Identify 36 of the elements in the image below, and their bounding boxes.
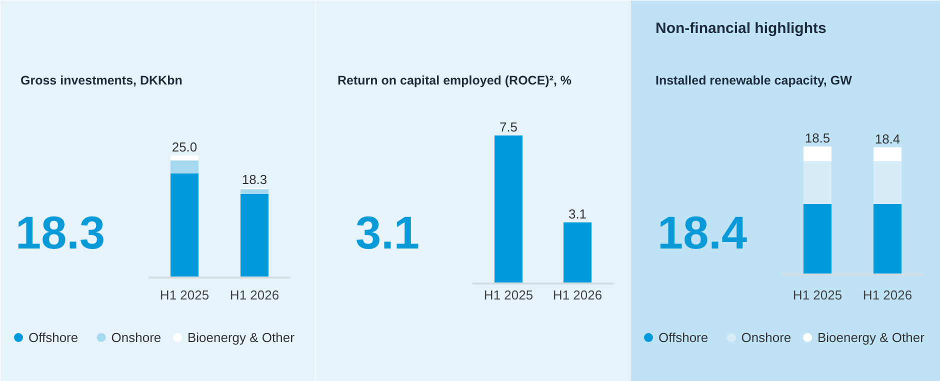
bar [170, 174, 198, 278]
bar [874, 161, 902, 204]
legend-label: Offshore [658, 330, 708, 345]
legend-label: Bioenergy & Other [188, 330, 296, 345]
data-label: 3.1 [568, 206, 587, 222]
legend-label: Onshore [111, 330, 162, 345]
annotation: 25.0 [172, 140, 198, 154]
legend-label: Onshore [741, 330, 792, 345]
x-tick-label: H1 2025 [160, 288, 210, 302]
x-tick-label: H1 2026 [230, 288, 280, 302]
x-tick-label: H1 2025 [484, 288, 534, 302]
chart-title: Installed renewable capacity, GW [656, 74, 852, 88]
x-tick-label: H1 2026 [552, 288, 602, 302]
text: Non-financial highlights [656, 20, 826, 37]
text: 18.3 [16, 206, 106, 258]
x-tick-label: H1 2025 [792, 288, 842, 302]
bar [804, 161, 832, 204]
text: 3.1 [356, 206, 420, 258]
bar [240, 194, 268, 278]
bar [874, 147, 902, 162]
data-label: 7.5 [499, 120, 518, 134]
annotation: 18.4 [874, 131, 900, 146]
chart-title: Return on capital employed (ROCE)², % [338, 74, 572, 88]
x-tick-label: H1 2026 [862, 288, 912, 302]
text: 18.4 [658, 206, 748, 258]
bar [804, 204, 832, 274]
bar [804, 146, 832, 162]
bar [170, 156, 198, 160]
annotation: 18.3 [242, 172, 268, 188]
legend-label: Offshore [28, 330, 78, 345]
bar [874, 204, 902, 274]
bar [240, 189, 268, 194]
legend-label: Bioenergy & Other [818, 330, 926, 345]
chart-title: Gross investments, DKKbn [20, 74, 182, 88]
annotation: 18.5 [804, 130, 830, 146]
bar [170, 160, 198, 174]
